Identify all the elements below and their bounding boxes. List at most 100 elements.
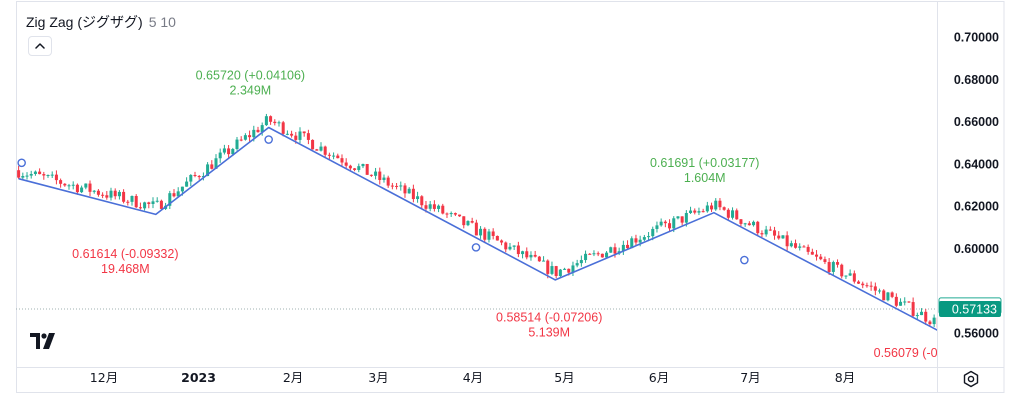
candle-body <box>722 207 726 210</box>
candle-body <box>227 148 231 155</box>
candle <box>374 167 378 180</box>
y-tick-label: 0.60000 <box>954 242 999 256</box>
candle-body <box>848 273 852 276</box>
candle-body <box>80 187 84 193</box>
candle-body <box>659 221 663 226</box>
candle <box>890 291 894 299</box>
candle <box>764 225 768 237</box>
candle <box>495 235 499 241</box>
candle <box>693 208 697 215</box>
candle <box>726 208 730 221</box>
candle <box>122 189 126 204</box>
candle-body <box>558 269 562 276</box>
candle <box>634 234 638 246</box>
candle <box>105 191 109 200</box>
candle <box>605 251 609 259</box>
candle <box>500 239 504 246</box>
candle <box>67 183 71 190</box>
plot-area: 0.65720 (+0.04106)2.349M 0.61614 (-0.0933… <box>16 69 944 360</box>
candle-body <box>348 165 352 169</box>
candle-body <box>537 256 541 262</box>
candle-body <box>613 247 617 254</box>
candle <box>399 181 403 191</box>
candle <box>332 152 336 160</box>
candle <box>873 282 877 296</box>
candle-body <box>684 213 688 223</box>
candle-body <box>189 174 193 182</box>
candle-body <box>605 252 609 258</box>
candle <box>827 258 831 275</box>
zigzag-label-value: 0.61614 (-0.09332) <box>72 247 178 261</box>
candle-body <box>46 175 50 177</box>
candle <box>96 189 100 197</box>
candle-body <box>491 231 495 236</box>
candle <box>911 297 915 319</box>
candle <box>21 172 25 181</box>
candle-body <box>936 317 937 328</box>
candle-body <box>710 205 714 210</box>
candle <box>596 251 600 257</box>
gear-icon[interactable] <box>962 370 980 388</box>
candle-body <box>411 188 415 200</box>
candle <box>71 181 75 190</box>
candle-body <box>865 285 869 287</box>
candle <box>575 259 579 268</box>
candle <box>642 234 646 242</box>
candle <box>80 185 84 194</box>
candle-body <box>449 213 453 215</box>
zigzag-label-volume: 19.468M <box>101 262 150 276</box>
candle <box>739 219 743 227</box>
candle <box>306 129 310 145</box>
candle-body <box>54 174 58 181</box>
candle-body <box>718 200 722 208</box>
candle-body <box>386 177 390 186</box>
candle-body <box>886 292 890 301</box>
candle-body <box>873 286 877 291</box>
candle-body <box>609 247 613 253</box>
candle <box>155 197 159 203</box>
candle-body <box>630 238 634 249</box>
candle-body <box>840 264 844 277</box>
candle <box>151 197 155 209</box>
candle-body <box>71 184 75 186</box>
candle-body <box>584 253 588 261</box>
candle <box>512 245 516 250</box>
collapse-button[interactable] <box>28 36 52 56</box>
candle-body <box>344 162 348 166</box>
candle <box>941 317 944 328</box>
candle <box>810 248 814 255</box>
zigzag-label-volume: 2.349M <box>230 84 272 98</box>
candle <box>483 227 487 244</box>
candle <box>785 231 789 251</box>
candle-body <box>760 233 764 235</box>
candle <box>680 216 684 226</box>
candle <box>138 202 142 210</box>
candle-body <box>903 301 907 303</box>
indicator-title[interactable]: Zig Zag (ジグザグ) 5 10 <box>26 12 176 32</box>
candle <box>109 187 113 201</box>
candle <box>840 263 844 279</box>
candle-body <box>899 301 903 306</box>
candle-body <box>932 317 936 325</box>
candle <box>126 199 130 206</box>
candle <box>584 250 588 263</box>
candle <box>466 220 470 227</box>
candle-body <box>382 177 386 180</box>
candle <box>201 172 205 181</box>
candle <box>54 170 58 185</box>
candle-body <box>470 221 474 223</box>
candle-body <box>122 191 126 202</box>
candle <box>869 281 873 291</box>
candle <box>46 174 50 178</box>
candle <box>705 201 709 213</box>
candle-body <box>306 133 310 140</box>
candle-body <box>521 251 525 255</box>
candle <box>290 130 294 138</box>
candle-body <box>361 163 365 167</box>
candle <box>458 214 462 217</box>
candle-body <box>159 200 163 209</box>
candle <box>449 211 453 217</box>
candle-body <box>403 185 407 194</box>
